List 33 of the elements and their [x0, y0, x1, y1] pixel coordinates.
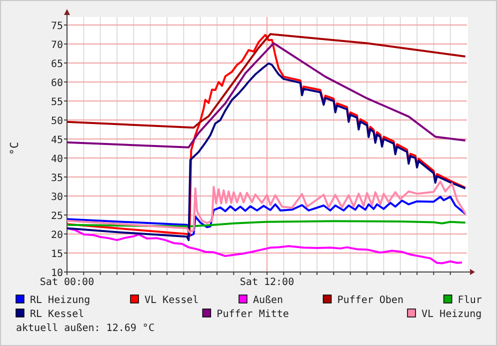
y-tick-label: 45	[50, 135, 63, 146]
legend-label: Puffer Mitte	[216, 309, 289, 320]
y-tick-label: 50	[50, 116, 63, 127]
y-tick-label: 75	[50, 21, 63, 32]
line-series	[66, 180, 466, 234]
line-series	[66, 33, 466, 129]
y-tick-label: 20	[50, 230, 63, 241]
line-series	[66, 42, 466, 148]
line-series	[66, 227, 463, 264]
y-tick-label: 35	[50, 173, 63, 184]
line-series	[66, 62, 466, 242]
legend-label: RL Kessel	[30, 309, 84, 320]
legend-label: VL Heizung	[422, 309, 482, 320]
y-tick-label: 30	[50, 192, 63, 203]
y-tick-label: 25	[50, 211, 63, 222]
x-tick-label: Sat 12:00	[240, 277, 294, 288]
line-series	[66, 196, 466, 237]
y-tick-label: 60	[50, 78, 63, 89]
y-tick-label: 10	[50, 268, 63, 279]
y-axis-title: °C	[8, 142, 21, 156]
legend-label: VL Kessel	[144, 295, 199, 306]
legend-label: Puffer Oben	[337, 295, 404, 306]
y-tick-label: 55	[50, 97, 63, 108]
line-series	[66, 34, 466, 237]
y-tick-label: 65	[50, 59, 63, 70]
legend-label: Außen	[252, 295, 284, 306]
y-tick-label: 15	[50, 249, 63, 260]
legend-label: RL Heizung	[30, 295, 90, 306]
legend-label: Flur	[458, 295, 482, 306]
text: aktuell außen: 12.69 °C	[16, 323, 154, 334]
y-tick-label: 70	[50, 40, 63, 51]
y-tick-label: 40	[50, 154, 63, 165]
x-tick-label: Sat 00:00	[40, 277, 94, 288]
